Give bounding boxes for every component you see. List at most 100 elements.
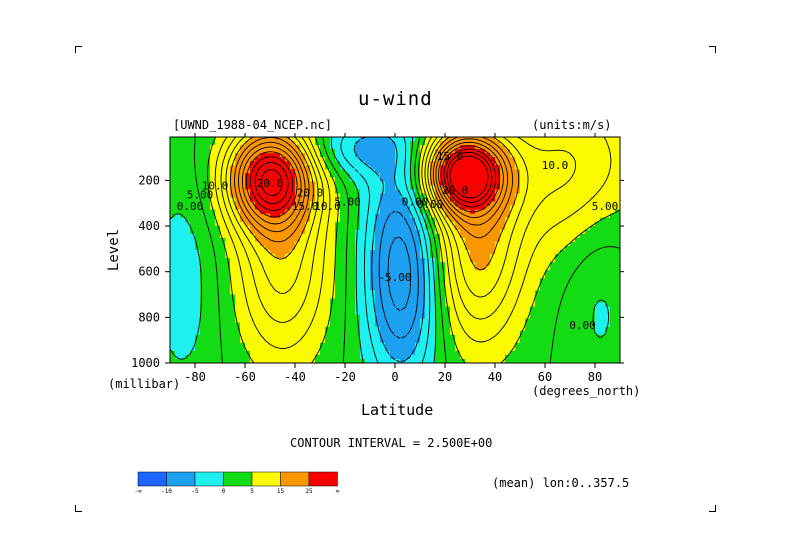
contour-fill-cell: [375, 262, 381, 267]
contour-fill-cell: [440, 250, 446, 255]
contour-fill-cell: [225, 153, 231, 158]
contour-fill-cell: [365, 294, 371, 299]
contour-fill-cell: [180, 286, 186, 291]
contour-fill-cell: [290, 153, 296, 158]
contour-fill-cell: [485, 298, 491, 303]
contour-fill-cell: [475, 177, 481, 182]
contour-fill-cell: [390, 237, 396, 243]
contour-fill-cell: [360, 153, 366, 158]
contour-fill-cell: [330, 302, 336, 307]
contour-fill-cell: [605, 314, 611, 320]
contour-fill-cell: [270, 346, 276, 352]
contour-fill-cell: [235, 286, 241, 291]
contour-fill-cell: [205, 185, 211, 190]
contour-fill-cell: [295, 346, 301, 352]
contour-fill-cell: [275, 274, 281, 279]
contour-fill-cell: [215, 149, 221, 154]
contour-fill-cell: [290, 250, 296, 255]
contour-fill-cell: [375, 302, 381, 307]
contour-fill-cell: [460, 221, 466, 227]
contour-fill-cell: [305, 221, 311, 227]
contour-fill-cell: [535, 245, 541, 251]
contour-fill-cell: [470, 286, 476, 291]
contour-fill-cell: [445, 290, 451, 295]
contour-fill-cell: [525, 274, 531, 279]
contour-fill-cell: [390, 302, 396, 307]
contour-fill-cell: [480, 149, 486, 154]
contour-fill-cell: [560, 141, 566, 146]
contour-fill-cell: [230, 233, 236, 239]
contour-fill-cell: [335, 334, 341, 340]
contour-fill-cell: [395, 294, 401, 299]
contour-fill-cell: [405, 209, 411, 215]
contour-fill-cell: [320, 189, 326, 194]
contour-fill-cell: [520, 250, 526, 255]
contour-fill-cell: [200, 221, 206, 227]
contour-fill-cell: [330, 233, 336, 239]
contour-fill-cell: [575, 149, 581, 154]
contour-fill-cell: [430, 290, 436, 295]
contour-fill-cell: [190, 354, 196, 360]
contour-fill-cell: [560, 274, 566, 279]
contour-fill-cell: [270, 141, 276, 146]
contour-fill-cell: [610, 177, 616, 182]
contour-fill-cell: [200, 310, 206, 315]
contour-fill-cell: [450, 181, 456, 186]
contour-fill-cell: [455, 201, 461, 207]
contour-fill-cell: [480, 278, 486, 283]
contour-fill-cell: [475, 282, 481, 287]
contour-fill-cell: [360, 250, 366, 255]
contour-fill-cell: [270, 322, 276, 328]
contour-fill-cell: [575, 262, 581, 267]
contour-fill-cell: [515, 141, 521, 146]
contour-fill-cell: [260, 342, 266, 348]
contour-fill-cell: [365, 322, 371, 328]
contour-fill-cell: [560, 189, 566, 194]
contour-fill-cell: [455, 298, 461, 303]
contour-fill-cell: [375, 225, 381, 231]
contour-fill-cell: [295, 294, 301, 299]
contour-fill-cell: [310, 282, 316, 287]
contour-fill-cell: [470, 294, 476, 299]
contour-fill-cell: [550, 286, 556, 291]
dataset-label: [UWND_1988-04_NCEP.nc]: [173, 118, 332, 132]
contour-fill-cell: [490, 165, 496, 170]
contour-fill-cell: [180, 354, 186, 360]
contour-fill-cell: [380, 161, 386, 166]
contour-fill-cell: [395, 165, 401, 170]
contour-fill-cell: [425, 145, 431, 150]
contour-fill-cell: [315, 173, 321, 178]
contour-fill-cell: [205, 314, 211, 320]
contour-fill-cell: [515, 294, 521, 299]
contour-fill-cell: [315, 262, 321, 267]
contour-fill-cell: [330, 358, 336, 363]
contour-fill-cell: [315, 290, 321, 295]
contour-fill-cell: [480, 346, 486, 352]
contour-fill-cell: [405, 346, 411, 352]
contour-fill-cell: [285, 350, 291, 356]
contour-fill-cell: [470, 201, 476, 207]
contour-fill-cell: [360, 145, 366, 150]
contour-fill-cell: [580, 326, 586, 332]
contour-fill-cell: [565, 258, 571, 263]
contour-fill-cell: [315, 161, 321, 166]
contour-fill-cell: [515, 330, 521, 336]
contour-fill-cell: [495, 258, 501, 263]
contour-fill-cell: [590, 149, 596, 154]
contour-fill-cell: [225, 225, 231, 231]
contour-fill-cell: [530, 330, 536, 336]
contour-fill-cell: [555, 241, 561, 247]
contour-fill-cell: [190, 241, 196, 247]
contour-fill-cell: [470, 157, 476, 162]
contour-fill-cell: [250, 153, 256, 158]
contour-fill-cell: [370, 266, 376, 271]
contour-fill-cell: [455, 338, 461, 344]
contour-fill-cell: [230, 137, 236, 142]
contour-fill-cell: [425, 298, 431, 303]
contour-fill-cell: [385, 245, 391, 251]
contour-fill-cell: [585, 161, 591, 166]
contour-fill-cell: [210, 197, 216, 202]
contour-fill-cell: [470, 290, 476, 295]
contour-fill-cell: [240, 286, 246, 291]
contour-fill-cell: [190, 213, 196, 219]
